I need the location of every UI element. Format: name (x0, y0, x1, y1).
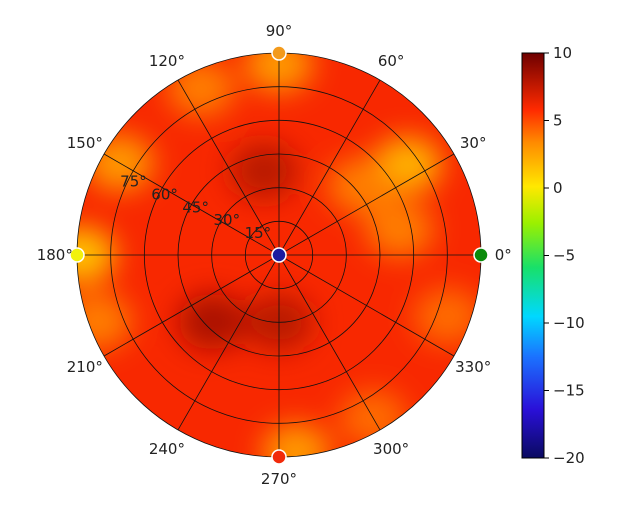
heatmap-disc (77, 53, 481, 457)
angle-tick-label: 120° (149, 52, 185, 70)
angular-gridline (278, 254, 381, 431)
heatmap-patch (327, 157, 396, 214)
angular-gridline (103, 254, 280, 357)
data-marker (271, 247, 287, 263)
colorbar-tick-label: −15 (553, 382, 585, 400)
data-marker (69, 247, 85, 263)
colorbar-tick-label: −20 (553, 449, 585, 467)
angle-tick-label: 180° (37, 246, 73, 264)
colorbar-tick-label: 5 (553, 112, 563, 130)
angle-tick-label: 30° (460, 134, 487, 152)
angular-gridline (278, 79, 381, 256)
radial-tick-label: 45° (182, 198, 209, 216)
colorbar-gradient (521, 52, 545, 459)
angular-gridline (103, 153, 280, 256)
colorbar-tick-label: −10 (553, 314, 585, 332)
angle-tick-label: 270° (261, 470, 297, 488)
data-marker (271, 449, 287, 465)
heatmap-patch (178, 293, 247, 350)
angle-tick-label: 150° (67, 134, 103, 152)
radial-tick-label: 75° (120, 173, 147, 191)
radial-tick-label: 30° (213, 211, 240, 229)
angle-tick-label: 210° (67, 358, 103, 376)
angle-tick-label: 0° (495, 246, 512, 264)
colorbar-ticks: 10 5 0 −5 −10 −15 −20 (544, 44, 585, 467)
angle-tick-label: 60° (378, 52, 405, 70)
heatmap-patch (230, 143, 299, 200)
colorbar: 10 5 0 −5 −10 −15 −20 (521, 44, 585, 467)
angle-tick-label: 240° (149, 440, 185, 458)
heatmap-patch (365, 201, 434, 258)
angular-gridline (177, 79, 280, 256)
radial-tick-label: 15° (245, 224, 272, 242)
angle-tick-label: 300° (373, 440, 409, 458)
angular-gridline (278, 254, 455, 357)
tick-labels: 0° 30° 60° 90° 120° 150° 180° 210° 240° 270° 300° 3… (37, 22, 512, 488)
marker-layer (69, 45, 489, 465)
colorbar-tick-label: 10 (553, 44, 572, 62)
data-marker (271, 45, 287, 61)
heatmap-patch (413, 288, 481, 345)
angular-gridline (177, 254, 280, 431)
radial-tick-label: 60° (151, 185, 178, 203)
colorbar-tick-label: −5 (553, 247, 575, 265)
polar-plot-area: 0° 30° 60° 90° 120° 150° 180° 210° 240° 270° 300° 3… (37, 22, 512, 488)
heatmap-patch (77, 293, 132, 350)
angle-tick-label: 330° (455, 358, 491, 376)
angle-tick-label: 90° (266, 22, 293, 40)
angular-gridline (278, 153, 455, 256)
data-marker (473, 247, 489, 263)
colorbar-tick-label: 0 (553, 179, 563, 197)
